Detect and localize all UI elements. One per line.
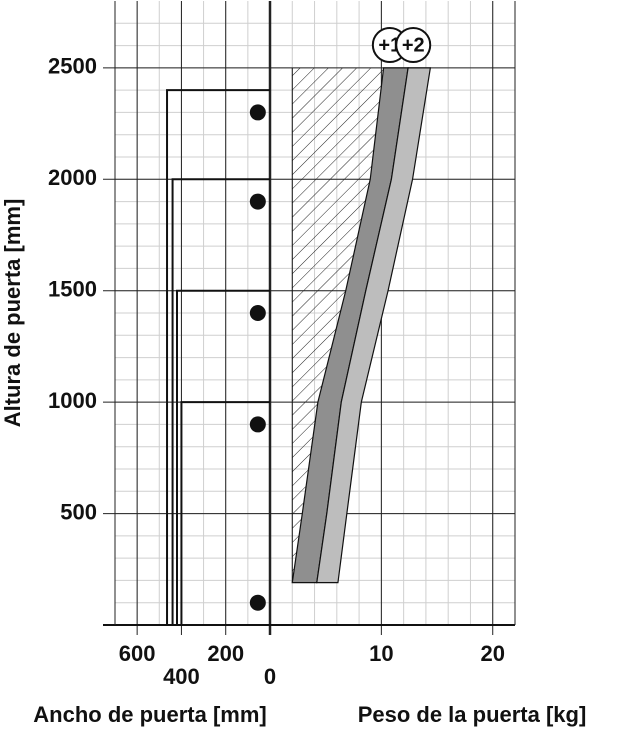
x2-tick-label: 10: [369, 641, 393, 666]
door-outline: [166, 89, 270, 625]
hinge: [249, 193, 266, 210]
x2-axis-label: Peso de la puerta [kg]: [358, 702, 587, 727]
y-tick-label: 2500: [48, 54, 97, 79]
x-axis-label: Ancho de puerta [mm]: [33, 702, 266, 727]
x-tick-label: 0: [264, 664, 276, 689]
hinge: [249, 594, 266, 611]
marks: [166, 67, 432, 625]
band-label-circle: [395, 27, 432, 63]
door-outline: [171, 178, 270, 625]
x2-tick-label: 20: [480, 641, 504, 666]
hinge: [249, 416, 266, 433]
x-tick-label: 600: [119, 641, 156, 666]
y-tick-label: 1000: [48, 388, 97, 413]
x-tick-label: 200: [207, 641, 244, 666]
hatched-area: [292, 67, 384, 583]
hinge: [249, 305, 266, 321]
door-outline: [180, 401, 270, 625]
y-tick-label: 500: [60, 499, 97, 524]
y-tick-label: 1500: [48, 277, 97, 302]
band-label: +2: [402, 34, 425, 56]
y-tick-label: 2000: [48, 165, 97, 190]
hinge: [249, 104, 266, 121]
x-tick-label: 400: [163, 664, 200, 689]
y-axis-label: Altura de puerta [mm]: [0, 199, 25, 428]
door-outline: [176, 289, 270, 625]
weight-band: [316, 67, 432, 584]
band-label: +1: [378, 34, 401, 56]
